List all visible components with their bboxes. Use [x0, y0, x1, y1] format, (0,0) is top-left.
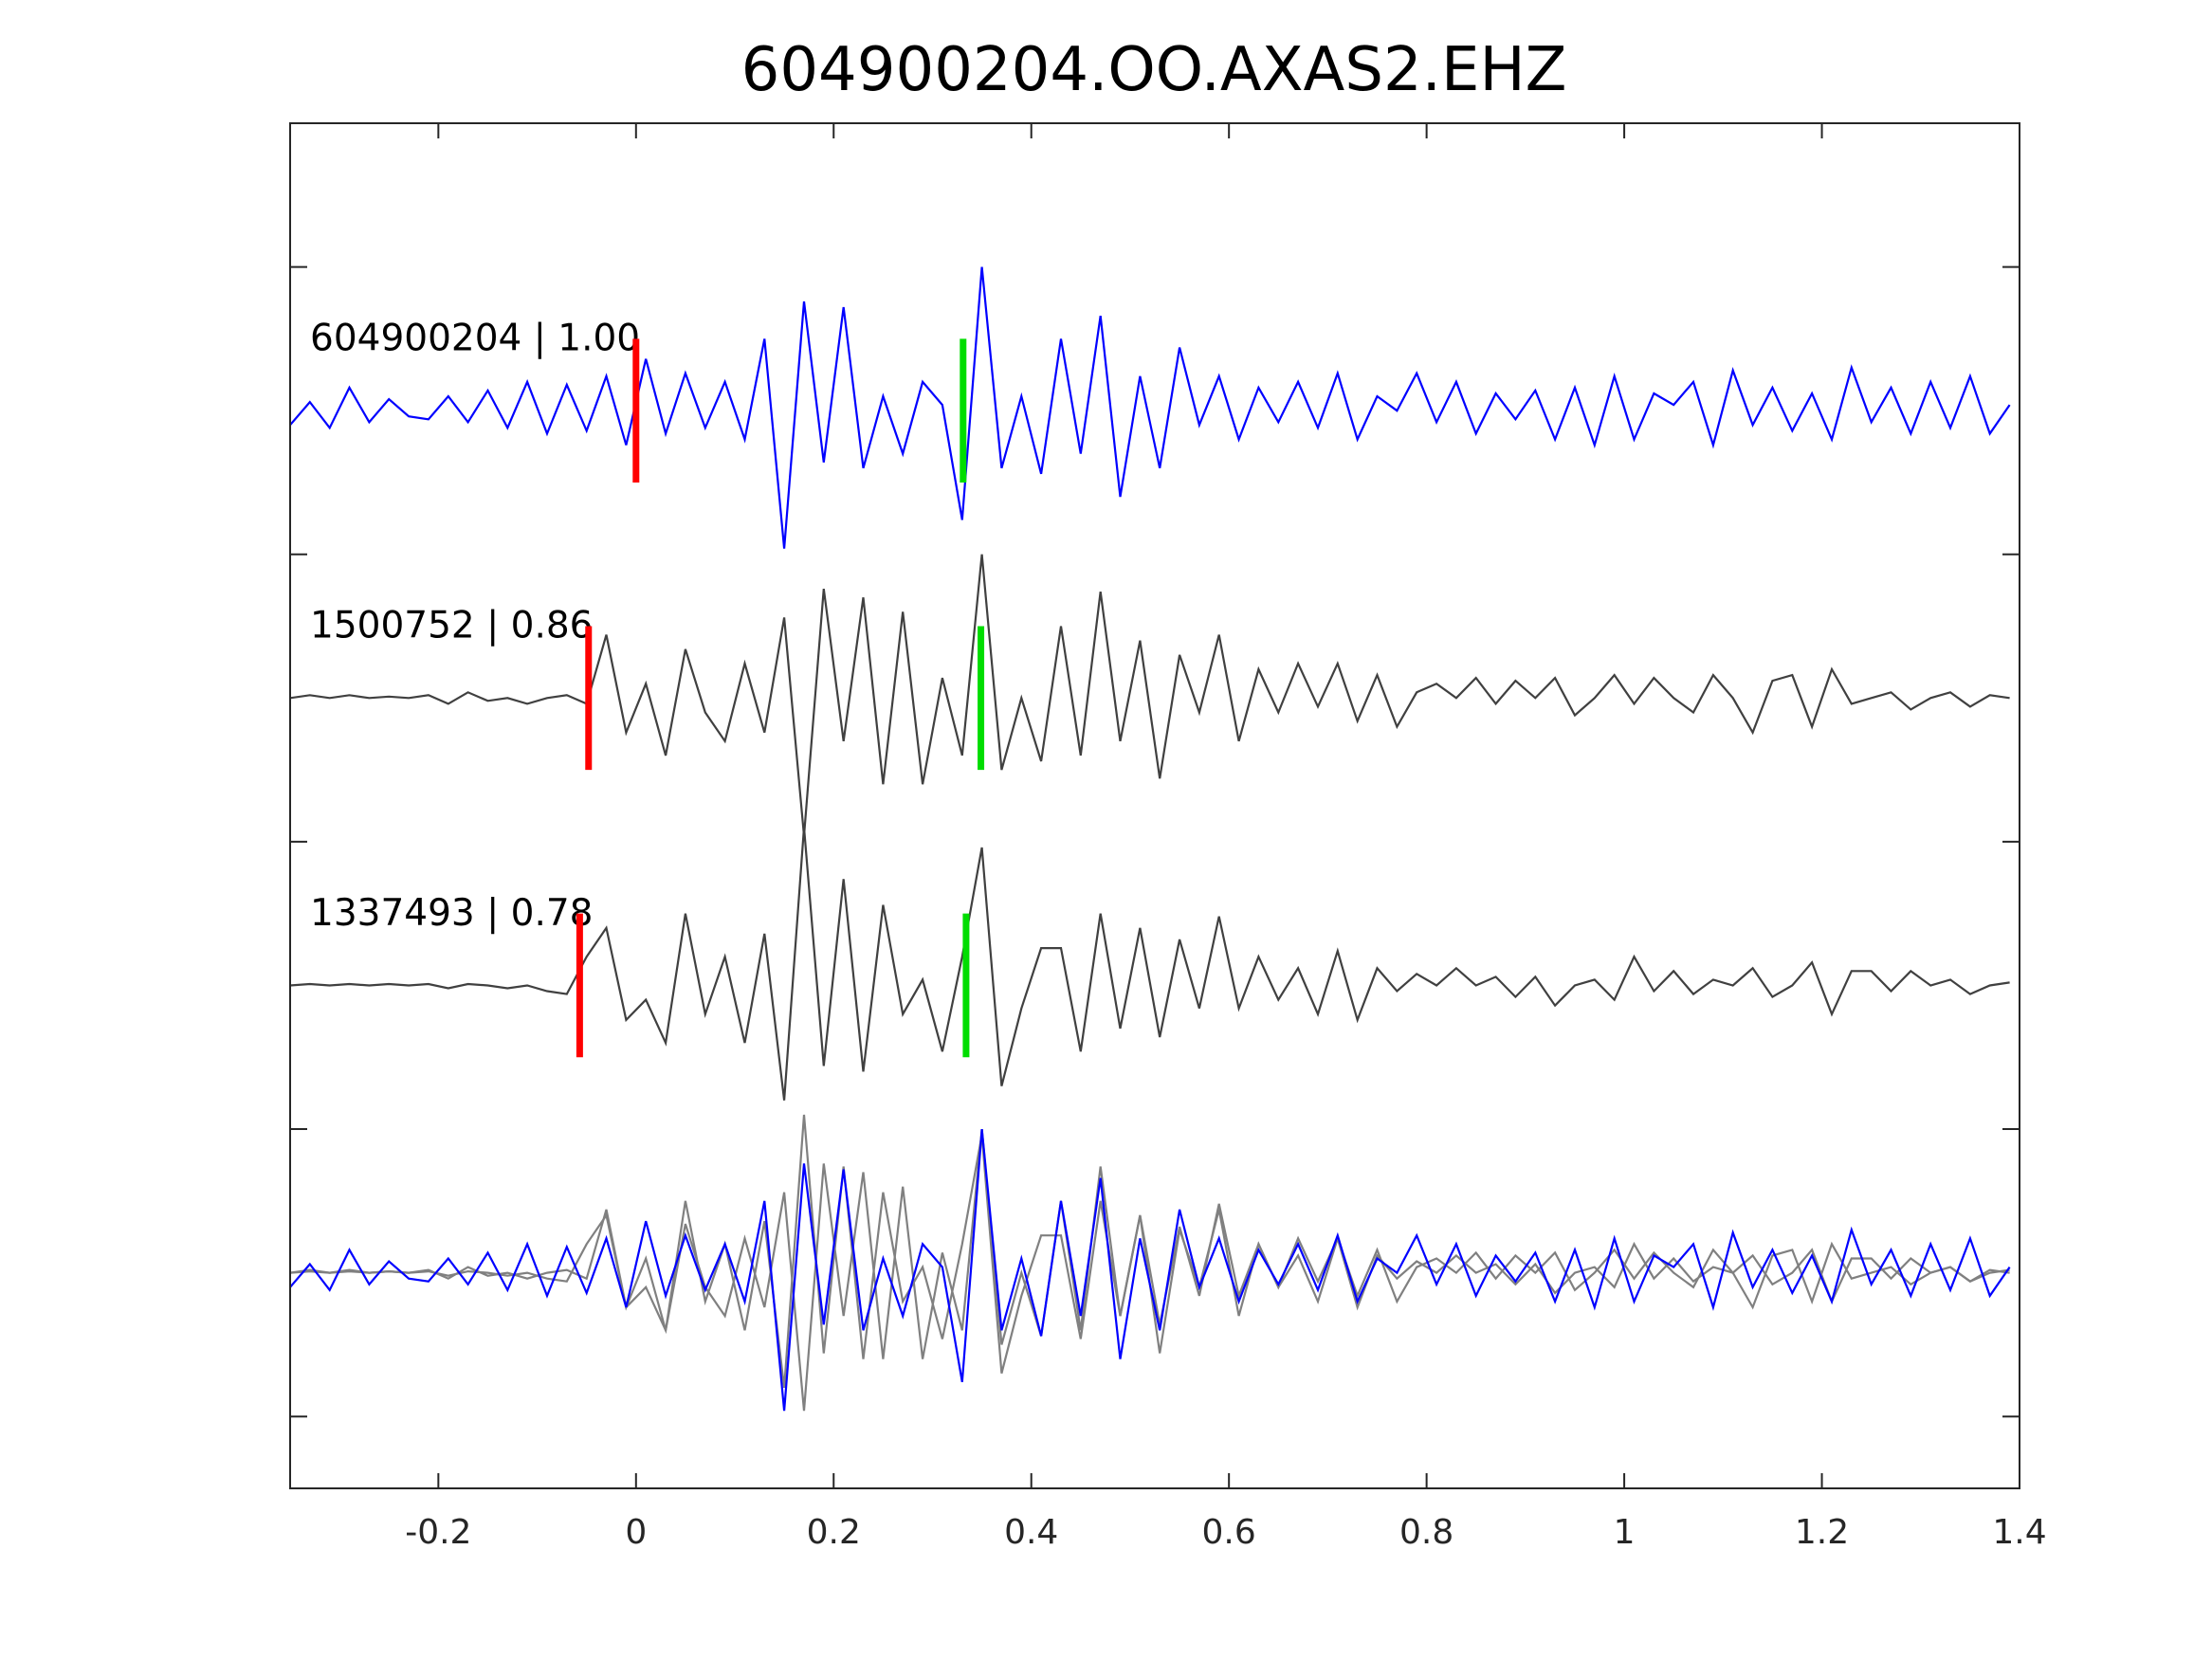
- trace-1: [290, 554, 2010, 836]
- overlay-trace-primary: [290, 1128, 2011, 1412]
- x-tick-label: 1.4: [1992, 1513, 2046, 1552]
- chart-title: 604900204.OO.AXAS2.EHZ: [741, 35, 1567, 105]
- trace-label-1: 1500752 | 0.86: [310, 605, 593, 647]
- x-tick-label: 1.2: [1795, 1513, 1849, 1552]
- x-tick-label: 1: [1614, 1513, 1636, 1552]
- x-tick-label: 0.8: [1399, 1513, 1453, 1552]
- axis-ticks: -0.2 0 0.2 0.4 0.6 0.8 1 1.2 1.4: [290, 123, 2047, 1552]
- trace-label-2: 1337493 | 0.78: [310, 892, 593, 935]
- x-tick-label: 0.6: [1202, 1513, 1256, 1552]
- x-tick-label: 0.4: [1004, 1513, 1058, 1552]
- axes-box: [289, 122, 2020, 1489]
- plot-area: 604900204 | 1.00 1500752 | 0.86 1337493 | …: [290, 266, 2011, 1412]
- x-tick-label: 0: [625, 1513, 647, 1552]
- x-tick-label: 0.2: [807, 1513, 861, 1552]
- trace-0: [290, 266, 2011, 549]
- trace-label-0: 604900204 | 1.00: [310, 317, 640, 359]
- x-tick-label: -0.2: [405, 1513, 471, 1552]
